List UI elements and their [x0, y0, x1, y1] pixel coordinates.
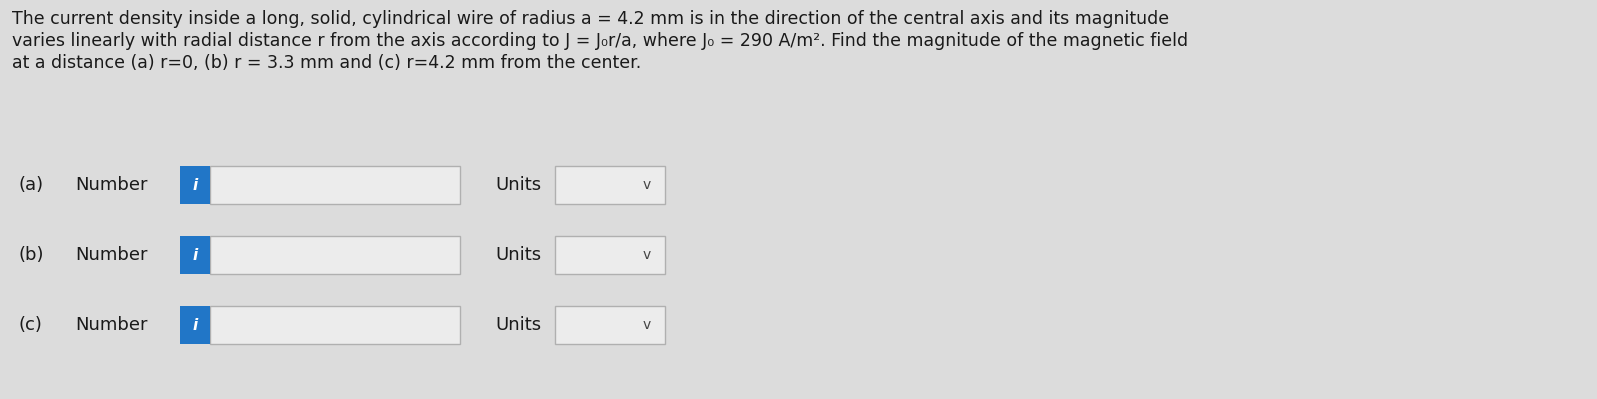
Text: varies linearly with radial distance r from the axis according to J = J₀r/a, whe: varies linearly with radial distance r f…	[13, 32, 1188, 50]
Text: (a): (a)	[18, 176, 43, 194]
Text: Units: Units	[495, 176, 541, 194]
Text: (b): (b)	[18, 246, 43, 264]
Bar	[180, 306, 209, 344]
Text: Units: Units	[495, 246, 541, 264]
Text: i: i	[192, 247, 198, 263]
Text: i: i	[192, 178, 198, 192]
Text: v: v	[644, 318, 652, 332]
Bar	[180, 166, 209, 204]
Bar	[180, 236, 209, 274]
Text: Units: Units	[495, 316, 541, 334]
Bar	[556, 236, 664, 274]
Text: i: i	[192, 318, 198, 332]
Bar	[556, 166, 664, 204]
Text: (c): (c)	[18, 316, 42, 334]
Bar	[209, 166, 460, 204]
Bar	[556, 306, 664, 344]
Bar	[209, 306, 460, 344]
Text: v: v	[644, 178, 652, 192]
Text: Number: Number	[75, 246, 147, 264]
Text: at a distance (a) r=0, (b) r = 3.3 mm and (c) r=4.2 mm from the center.: at a distance (a) r=0, (b) r = 3.3 mm an…	[13, 54, 642, 72]
Text: Number: Number	[75, 316, 147, 334]
Text: Number: Number	[75, 176, 147, 194]
Bar	[209, 236, 460, 274]
Text: v: v	[644, 248, 652, 262]
Text: The current density inside a long, solid, cylindrical wire of radius a = 4.2 mm : The current density inside a long, solid…	[13, 10, 1169, 28]
